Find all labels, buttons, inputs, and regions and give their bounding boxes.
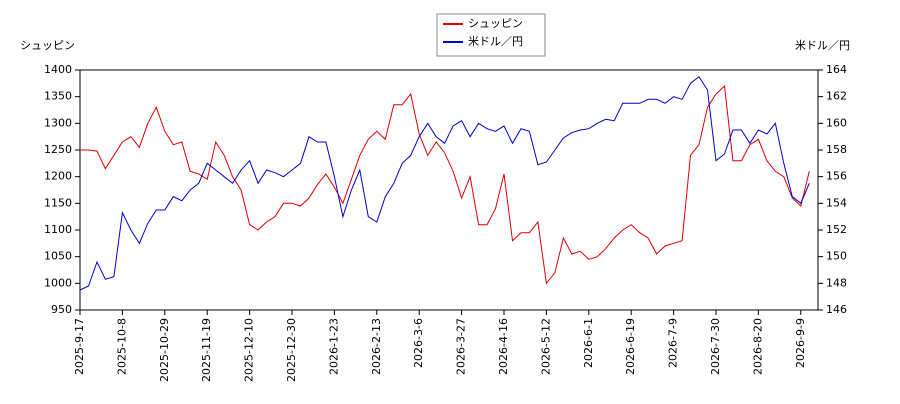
x-tick-label: 2025-9-17 bbox=[73, 318, 86, 375]
y-axis-label: シュッピン bbox=[20, 39, 75, 52]
y2-tick-label: 148 bbox=[826, 276, 847, 289]
x-tick-label: 2026-7-30 bbox=[709, 318, 722, 375]
y-tick-label: 1250 bbox=[44, 143, 72, 156]
y-tick-label: 1300 bbox=[44, 116, 72, 129]
y-tick-label: 1000 bbox=[44, 276, 72, 289]
x-tick-label: 2026-7-9 bbox=[667, 318, 680, 368]
x-tick-label: 2025-10-8 bbox=[115, 318, 128, 375]
y-tick-label: 1050 bbox=[44, 250, 72, 263]
y-tick-label: 1200 bbox=[44, 170, 72, 183]
y2-tick-label: 162 bbox=[826, 90, 847, 103]
y2-tick-label: 158 bbox=[826, 143, 847, 156]
x-tick-label: 2026-1-23 bbox=[327, 318, 340, 375]
x-tick-label: 2026-9-9 bbox=[794, 318, 807, 368]
y-tick-label: 1150 bbox=[44, 196, 72, 209]
x-tick-label: 2026-6-1 bbox=[582, 318, 595, 368]
y2-tick-label: 156 bbox=[826, 170, 847, 183]
y-tick-label: 1100 bbox=[44, 223, 72, 236]
y2-tick-label: 154 bbox=[826, 196, 847, 209]
x-tick-label: 2026-2-13 bbox=[370, 318, 383, 375]
y-tick-label: 1350 bbox=[44, 90, 72, 103]
x-tick-label: 2026-6-19 bbox=[624, 318, 637, 375]
series-line bbox=[79, 75, 810, 291]
legend-label: 米ドル／円 bbox=[468, 35, 523, 48]
legend-box bbox=[436, 13, 546, 57]
y2-tick-label: 152 bbox=[826, 223, 847, 236]
y2-tick-label: 150 bbox=[826, 250, 847, 263]
y2-tick-label: 146 bbox=[826, 303, 847, 316]
x-tick-label: 2025-10-29 bbox=[158, 318, 171, 382]
x-tick-label: 2026-4-16 bbox=[497, 318, 510, 375]
y2-tick-label: 160 bbox=[826, 116, 847, 129]
x-tick-label: 2026-5-12 bbox=[539, 318, 552, 375]
x-tick-label: 2025-12-30 bbox=[285, 318, 298, 382]
x-tick-label: 2025-11-19 bbox=[200, 318, 213, 382]
x-tick-label: 2026-3-27 bbox=[455, 318, 468, 375]
plot-frame bbox=[79, 69, 819, 311]
series-line bbox=[80, 84, 810, 285]
y2-axis-label: 米ドル／円 bbox=[795, 39, 850, 52]
legend-label: シュッピン bbox=[468, 17, 523, 30]
x-tick-label: 2026-3-6 bbox=[412, 318, 425, 368]
x-tick-label: 2025-12-10 bbox=[243, 318, 256, 382]
x-tick-label: 2026-8-20 bbox=[751, 318, 764, 375]
y-tick-label: 1400 bbox=[44, 63, 72, 76]
y-tick-label: 950 bbox=[51, 303, 72, 316]
y2-tick-label: 164 bbox=[826, 63, 847, 76]
